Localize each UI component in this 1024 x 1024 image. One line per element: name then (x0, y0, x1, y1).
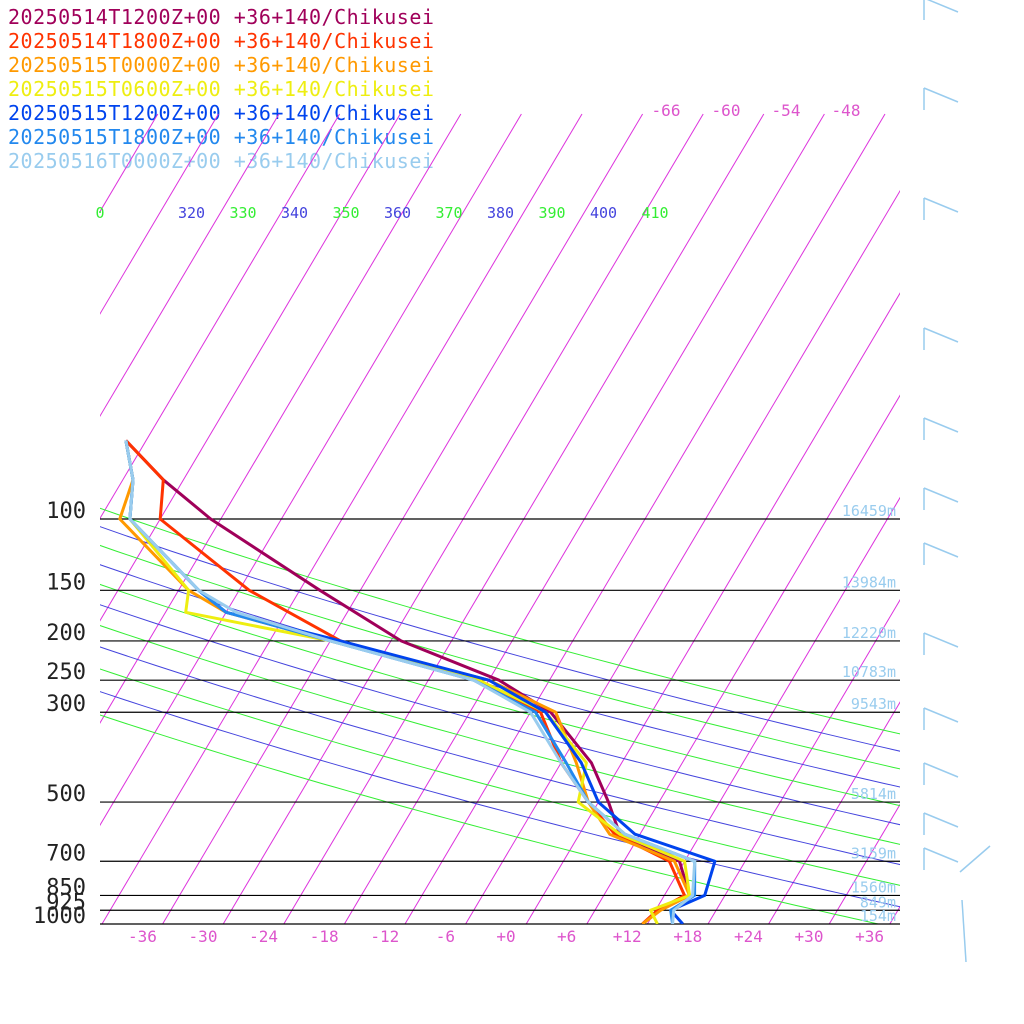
height-label: 13984m (842, 573, 896, 591)
theta-label: 390 (538, 204, 565, 222)
isotherm-line (950, 114, 1024, 924)
pressure-label: 925 (46, 890, 86, 915)
theta-label: 360 (384, 204, 411, 222)
isotherm-line (100, 113, 341, 520)
temperature-profile-line (124, 439, 692, 924)
pressure-label: 500 (46, 782, 86, 807)
wind-barb (923, 632, 959, 648)
dry-adiabat-line (100, 544, 900, 770)
dry-adiabat-line (100, 625, 900, 845)
theta-label: 410 (641, 204, 668, 222)
pressure-label: 700 (46, 841, 86, 866)
wind-barb (923, 812, 959, 828)
pressure-label: 250 (46, 660, 86, 685)
x-tick-label: +36 (855, 927, 884, 946)
isotherm-line (1011, 114, 1024, 924)
wind-barb (923, 542, 959, 558)
isotherm-label: -60 (712, 101, 741, 120)
wind-barb (923, 87, 959, 103)
x-tick-label: -30 (189, 927, 218, 946)
pressure-label: 150 (46, 570, 86, 595)
x-tick-label: +0 (496, 927, 515, 946)
x-tick-label: +12 (613, 927, 642, 946)
height-label: 9543m (851, 695, 896, 713)
dry-adiabat-line (100, 604, 900, 826)
height-label: 10783m (842, 663, 896, 681)
wind-barb (923, 327, 959, 343)
legend-entry: 20250515T0000Z+00 +36+140/Chikusei (8, 53, 435, 77)
theta-label: 320 (178, 204, 205, 222)
theta-label: 330 (229, 204, 256, 222)
temperature-profile-line (124, 440, 717, 924)
dry-adiabat-line (100, 507, 900, 735)
theta-label: 380 (487, 204, 514, 222)
dry-adiabat-line (100, 714, 879, 924)
pressure-label: 300 (46, 692, 86, 717)
pressure-label: 1000 (33, 904, 86, 929)
isotherm-label: -54 (772, 101, 801, 120)
dry-adiabat-line (100, 691, 900, 908)
legend-entry: 20250514T1200Z+00 +36+140/Chikusei (8, 5, 435, 29)
isotherm-line (889, 905, 900, 924)
isotherm-label: -48 (832, 101, 861, 120)
wind-barb (926, 0, 959, 13)
height-label: 1560m (851, 878, 896, 896)
isotherm-label: -66 (652, 101, 681, 120)
pressure-label: 200 (46, 621, 86, 646)
wind-barb (923, 417, 959, 433)
wind-barb (923, 762, 959, 778)
pressure-label: 100 (46, 499, 86, 524)
legend-entry: 20250515T0600Z+00 +36+140/Chikusei (8, 77, 435, 101)
isotherm-line (100, 113, 219, 315)
height-label: 154m (860, 907, 896, 925)
wind-barb (923, 197, 959, 213)
theta-label: 370 (435, 204, 462, 222)
x-tick-label: -24 (249, 927, 278, 946)
x-tick-label: +30 (795, 927, 824, 946)
wind-barb (959, 845, 991, 873)
wind-barb (923, 847, 959, 863)
theta-label: 0 (95, 204, 104, 222)
legend-entry: 20250515T1200Z+00 +36+140/Chikusei (8, 101, 435, 125)
dry-adiabat-line (100, 583, 900, 807)
height-label: 849m (860, 893, 896, 911)
legend-entry: 20250515T1800Z+00 +36+140/Chikusei (8, 125, 435, 149)
isotherm-line (100, 113, 280, 418)
pressure-label: 850 (46, 875, 86, 900)
theta-label: 350 (332, 204, 359, 222)
theta-label: 340 (281, 204, 308, 222)
temperature-profile-line (124, 440, 692, 924)
x-tick-label: +18 (673, 927, 702, 946)
x-tick-label: -12 (370, 927, 399, 946)
height-label: 3159m (851, 844, 896, 862)
x-tick-label: -18 (310, 927, 339, 946)
wind-barb (923, 707, 959, 723)
wind-barb (961, 899, 967, 963)
height-label: 12220m (842, 624, 896, 642)
temperature-profile-line (124, 440, 697, 924)
legend-entry: 20250514T1800Z+00 +36+140/Chikusei (8, 29, 435, 53)
x-tick-label: +24 (734, 927, 763, 946)
wind-barb (923, 487, 959, 503)
isotherm-line (707, 599, 900, 924)
x-tick-label: -6 (436, 927, 455, 946)
dry-adiabat-line (100, 526, 900, 752)
x-tick-label: +6 (557, 927, 576, 946)
theta-label: 400 (590, 204, 617, 222)
isotherm-line (768, 701, 900, 924)
temperature-profile-line (118, 440, 692, 924)
height-label: 5814m (851, 785, 896, 803)
x-tick-label: -36 (128, 927, 157, 946)
isotherm-line (0, 114, 37, 924)
dry-adiabat-line (100, 646, 900, 866)
height-label: 16459m (842, 502, 896, 520)
